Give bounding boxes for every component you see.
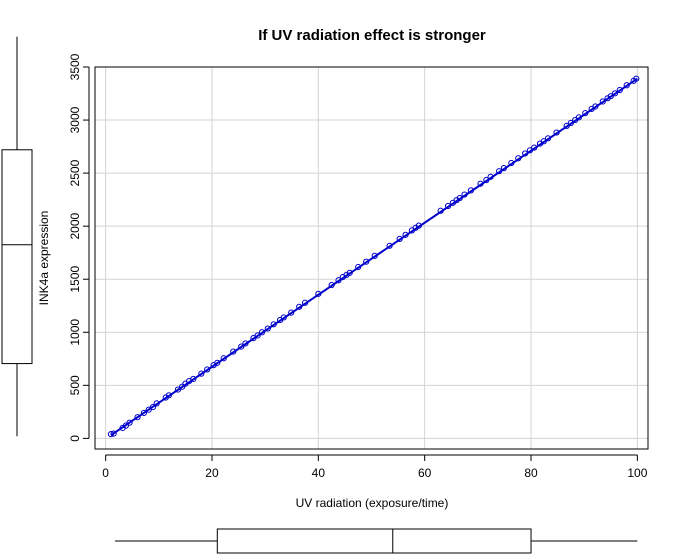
data-point [149,403,157,411]
y-tick-label: 2000 [68,212,82,239]
box-iqr [216,528,532,554]
data-point [301,299,309,306]
data-point [456,194,463,202]
data-point [107,431,115,438]
data-point [174,386,182,393]
data-point [270,321,277,328]
chart-title: If UV radiation effect is stronger [258,27,486,44]
data-point [477,180,484,187]
x-tick-label: 40 [312,466,326,480]
x-tick-label: 0 [102,466,109,480]
data-point [328,281,335,289]
data-point [575,114,582,121]
fit-line [110,77,638,437]
y-tick-label: 1500 [68,266,82,293]
data-point [204,366,211,373]
data-point [296,303,303,310]
data-point [402,231,409,238]
x-axis: 0 20 40 60 80 100 [102,454,648,480]
data-point [355,263,362,271]
data-point [616,86,623,94]
data-point [363,258,370,265]
data-point [134,414,141,421]
data-point [335,277,342,284]
y-tick-label: 500 [68,375,82,395]
data-point [140,409,148,417]
data-point [220,355,227,362]
data-point [500,165,508,172]
x-tick-label: 100 [627,466,647,480]
y-axis: 0 500 1000 1500 2000 2500 3000 3500 [68,53,90,442]
data-point [582,110,589,117]
points-layer [107,75,640,438]
y-axis-label: INK4a expression [37,211,51,306]
data-point [371,252,378,259]
data-point [126,419,133,426]
data-point [508,159,515,167]
data-point [611,90,619,97]
data-point [483,176,490,184]
data-point [522,150,529,157]
data-point [461,191,468,198]
data-point [153,400,160,407]
y-tick-label: 3000 [68,106,82,133]
data-point [633,75,640,82]
y-tick-label: 2500 [68,159,82,186]
data-point [415,222,422,229]
data-point [386,242,393,249]
data-point [592,103,599,110]
x-tick-label: 20 [205,466,219,480]
data-point [264,325,271,332]
data-point [515,155,522,162]
data-point [607,93,614,100]
data-point [540,138,547,145]
data-point [553,129,560,136]
data-point [496,168,503,175]
data-point [563,122,570,129]
data-point [444,202,452,210]
y-tick-label: 1000 [68,319,82,346]
x-tick-label: 80 [524,466,538,480]
data-point [599,98,606,105]
data-point [315,290,322,297]
data-point [623,82,630,89]
fit-line-layer [110,77,638,437]
data-point [526,147,534,154]
data-point [544,135,552,142]
data-point [145,406,152,413]
data-point [230,348,237,355]
x-tick-label: 60 [418,466,432,480]
x-axis-label: UV radiation (exposure/time) [296,496,449,510]
y-tick-label: 0 [68,435,82,442]
data-point [242,340,249,347]
data-point [258,329,266,336]
data-point [198,370,205,377]
data-point [531,144,538,151]
data-point [567,119,574,127]
data-point [110,430,117,437]
data-point [280,314,287,321]
data-point [190,375,197,383]
y-marginal-boxplot [1,36,33,437]
data-point [238,343,245,350]
data-point [165,392,173,399]
data-point [250,335,257,342]
box-iqr [1,149,33,365]
y-tick-label: 3500 [68,53,82,80]
data-point [437,207,444,214]
data-point [487,173,494,180]
data-point [288,309,295,316]
data-point [214,359,221,366]
plot-frame [94,66,649,450]
data-point [122,422,129,429]
data-point [346,269,353,276]
data-point [254,332,261,339]
data-point [396,235,403,242]
data-point [467,187,475,194]
x-marginal-boxplot [114,528,638,554]
